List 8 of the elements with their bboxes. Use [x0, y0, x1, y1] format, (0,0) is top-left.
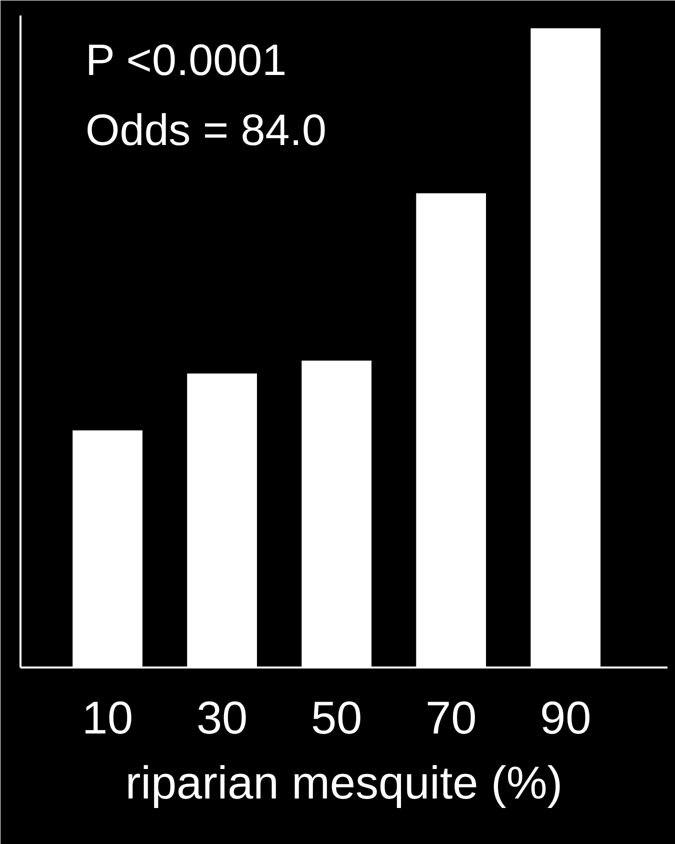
- x-tick-label: 30: [196, 692, 248, 744]
- x-tick-label: 50: [310, 692, 362, 744]
- x-axis-title: riparian mesquite (%): [125, 756, 563, 808]
- x-tick-label: 90: [540, 692, 592, 744]
- annotation: Odds = 84.0: [86, 106, 326, 155]
- annotation: P <0.0001: [86, 36, 287, 85]
- x-tick-label: 10: [82, 692, 134, 744]
- x-tick-label: 70: [425, 692, 477, 744]
